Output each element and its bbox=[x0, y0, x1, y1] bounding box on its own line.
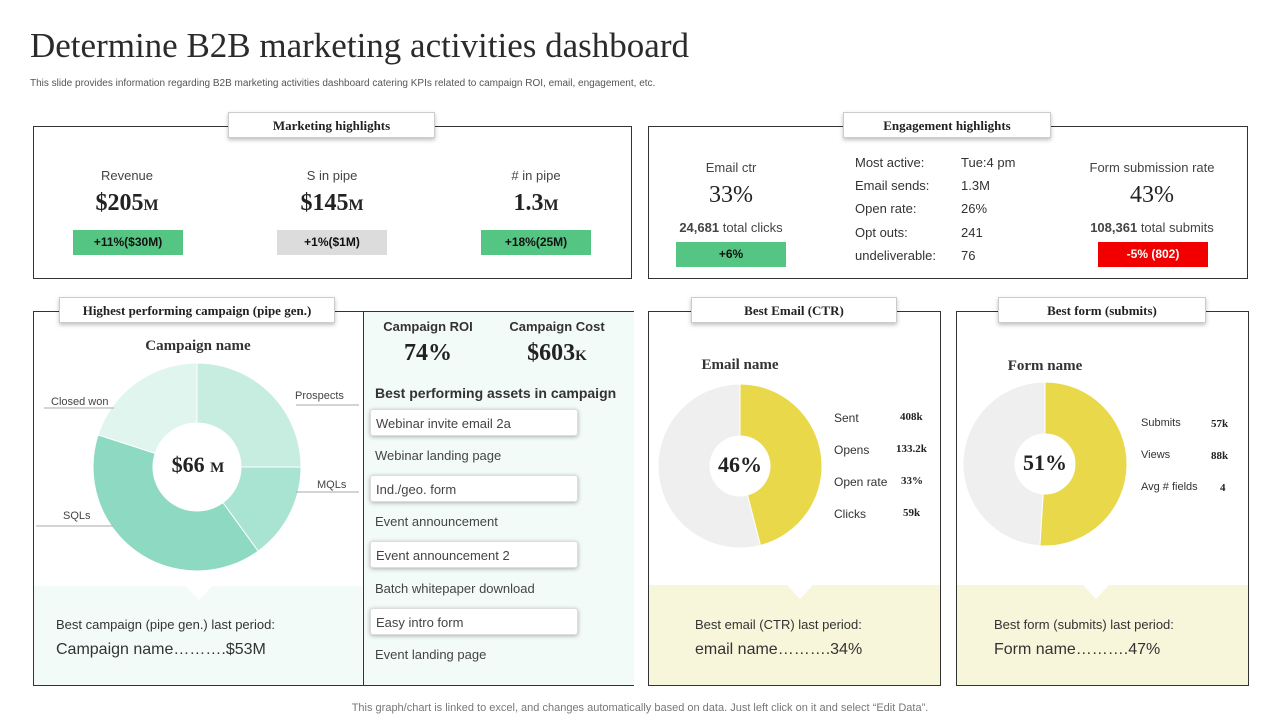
form-total-submits: 108,361 total submits bbox=[1090, 220, 1214, 235]
prospects-slice bbox=[196, 362, 302, 468]
s-in-pipe-value: $145M bbox=[300, 190, 364, 216]
campaign-note-pointer bbox=[186, 586, 212, 600]
form-donut-center-value: 51% bbox=[1023, 450, 1067, 475]
form-remainder-slice bbox=[962, 381, 1046, 547]
email-donut-center-value: 46% bbox=[718, 452, 762, 477]
email-stat-label: Open rate bbox=[834, 475, 888, 489]
email-ctr-value: 33% bbox=[709, 182, 753, 208]
email-donut-chart bbox=[657, 383, 823, 549]
best-email-note-background bbox=[649, 585, 940, 685]
best-email-tab: Best Email (CTR) bbox=[691, 297, 897, 323]
best-form-tab: Best form (submits) bbox=[998, 297, 1206, 323]
form-submission-rate-value: 43% bbox=[1130, 182, 1174, 208]
asset-item: Event announcement bbox=[375, 514, 498, 529]
closed-won-slice bbox=[97, 362, 198, 455]
revenue-change-badge: +11%($30M) bbox=[73, 230, 183, 255]
campaign-donut-center-value: $66 M bbox=[171, 452, 225, 477]
form-stat-value: 4 bbox=[1220, 482, 1226, 494]
undeliverable-label: undeliverable: bbox=[855, 248, 936, 263]
best-form-note-label: Best form (submits) last period: bbox=[994, 617, 1174, 632]
sqls-slice bbox=[92, 434, 259, 572]
revenue-value: $205M bbox=[95, 190, 159, 216]
open-rate-label: Open rate: bbox=[855, 201, 917, 216]
email-ctr-label: Email ctr bbox=[705, 160, 757, 175]
engagement-highlights-tab: Engagement highlights bbox=[843, 112, 1051, 138]
number-in-pipe-value: 1.3M bbox=[513, 190, 559, 216]
s-in-pipe-label: S in pipe bbox=[306, 168, 358, 183]
mqls-label: MQLs bbox=[317, 479, 347, 491]
form-stat-value: 57k bbox=[1211, 418, 1229, 430]
campaign-cost-value: $603K bbox=[527, 340, 587, 366]
email-total-clicks: 24,681 total clicks bbox=[679, 220, 783, 235]
email-stat-value: 133.2k bbox=[896, 443, 927, 455]
campaign-note-label: Best campaign (pipe gen.) last period: bbox=[56, 617, 275, 632]
best-email-note-label: Best email (CTR) last period: bbox=[695, 617, 862, 632]
email-stat-label: Clicks bbox=[834, 507, 866, 521]
asset-item: Batch whitepaper download bbox=[375, 581, 535, 596]
best-email-note-value: email name……….34% bbox=[695, 641, 863, 658]
email-sends-value: 1.3M bbox=[961, 178, 990, 193]
form-stat-label: Avg # fields bbox=[1141, 481, 1198, 493]
asset-item: Webinar landing page bbox=[375, 448, 502, 463]
marketing-highlights-tab: Marketing highlights bbox=[228, 112, 435, 138]
open-rate-value: 26% bbox=[961, 201, 988, 216]
campaign-roi-value: 74% bbox=[404, 340, 452, 366]
assets-title: Best performing assets in campaign bbox=[375, 385, 617, 401]
asset-item: Ind./geo. form bbox=[370, 475, 578, 502]
most-active-value: Tue:4 pm bbox=[961, 155, 1016, 170]
asset-item: Event announcement 2 bbox=[370, 541, 578, 568]
campaign-name-title: Campaign name bbox=[145, 338, 251, 354]
undeliverable-value: 76 bbox=[961, 248, 976, 263]
page-title: Determine B2B marketing activities dashb… bbox=[30, 26, 689, 65]
number-in-pipe-label: # in pipe bbox=[511, 168, 561, 183]
form-donut-chart bbox=[962, 381, 1128, 547]
opt-outs-label: Opt outs: bbox=[855, 225, 908, 240]
email-stat-label: Sent bbox=[834, 411, 859, 425]
form-name-title: Form name bbox=[1007, 358, 1083, 374]
campaign-note-value: Campaign name……….$53M bbox=[56, 641, 266, 658]
footer-note: This graph/chart is linked to excel, and… bbox=[351, 702, 929, 714]
revenue-label: Revenue bbox=[100, 168, 154, 183]
email-sends-label: Email sends: bbox=[855, 178, 930, 193]
best-form-note-pointer bbox=[1083, 585, 1109, 599]
best-email-note-pointer bbox=[787, 585, 813, 599]
email-stat-value: 408k bbox=[900, 411, 923, 423]
campaign-note-background bbox=[34, 586, 362, 685]
form-submits-slice bbox=[1039, 381, 1128, 547]
email-name-title: Email name bbox=[701, 357, 779, 373]
best-form-note-value: Form name……….47% bbox=[994, 641, 1161, 658]
page-subtitle: This slide provides information regardin… bbox=[30, 78, 656, 89]
prospects-label: Prospects bbox=[295, 390, 344, 402]
campaign-cost-label: Campaign Cost bbox=[509, 319, 605, 334]
email-stat-value: 59k bbox=[903, 507, 921, 519]
email-stat-label: Opens bbox=[834, 443, 870, 457]
campaign-tab: Highest performing campaign (pipe gen.) bbox=[59, 297, 335, 323]
opt-outs-value: 241 bbox=[961, 225, 983, 240]
s-in-pipe-change-badge: +1%($1M) bbox=[277, 230, 387, 255]
campaign-roi-label: Campaign ROI bbox=[383, 319, 473, 334]
asset-item: Easy intro form bbox=[370, 608, 578, 635]
form-stat-label: Submits bbox=[1141, 417, 1181, 429]
most-active-label: Most active: bbox=[855, 155, 925, 170]
campaign-donut-chart: Prospects MQLs SQLs Closed won bbox=[36, 362, 359, 572]
asset-item: Event landing page bbox=[375, 647, 487, 662]
email-ctr-change-badge: +6% bbox=[676, 242, 786, 267]
form-submission-rate-label: Form submission rate bbox=[1089, 160, 1215, 175]
form-rate-change-badge: -5% (802) bbox=[1098, 242, 1208, 267]
asset-item: Webinar invite email 2a bbox=[370, 409, 578, 436]
form-stat-value: 88k bbox=[1211, 450, 1229, 462]
closed-won-label: Closed won bbox=[51, 396, 108, 408]
sqls-label: SQLs bbox=[63, 510, 91, 522]
number-in-pipe-change-badge: +18%(25M) bbox=[481, 230, 591, 255]
form-stat-label: Views bbox=[1141, 449, 1171, 461]
email-stat-value: 33% bbox=[901, 475, 923, 487]
email-ctr-slice bbox=[739, 383, 823, 547]
best-form-note-background bbox=[957, 585, 1248, 685]
email-remainder-slice bbox=[657, 383, 762, 549]
